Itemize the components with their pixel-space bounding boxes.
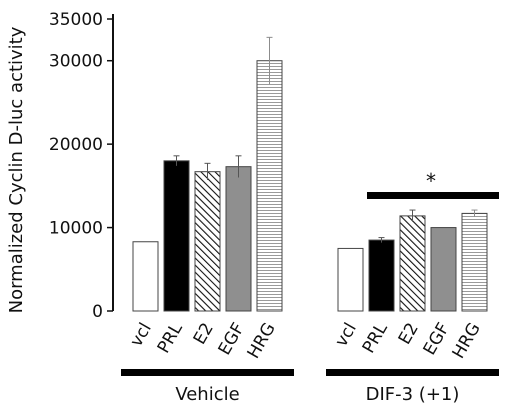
category-label: HRG — [244, 320, 280, 363]
group-underlines — [121, 369, 499, 376]
category-label: vcl — [126, 320, 155, 351]
significance-annotation: * — [367, 169, 499, 199]
group-label: Vehicle — [175, 384, 239, 405]
y-axis-label: Normalized Cyclin D-luc activity — [6, 26, 27, 313]
y-tick-label: 10000 — [49, 219, 103, 239]
y-ticks: 0 10000 20000 30000 35000 — [49, 10, 113, 322]
category-label: PRL — [359, 319, 392, 357]
category-label: E2 — [190, 320, 218, 349]
group-label: DIF-3 (+1) — [366, 384, 460, 405]
bar-prl — [163, 160, 190, 312]
bar-vcl — [132, 241, 159, 312]
y-tick-label: 35000 — [49, 10, 103, 30]
bar-hrg — [461, 212, 488, 312]
category-label: vcl — [331, 320, 360, 351]
error-bars — [173, 36, 478, 243]
significance-star: * — [426, 169, 436, 193]
bar-egf — [225, 166, 252, 312]
bar-prl — [368, 239, 395, 312]
y-tick-label: 30000 — [49, 52, 103, 72]
bar-e2 — [194, 171, 221, 312]
category-label: HRG — [449, 320, 485, 363]
group-underline — [326, 369, 499, 376]
y-tick-label: 20000 — [49, 135, 103, 155]
bar-egf — [430, 227, 457, 312]
category-label: E2 — [395, 320, 423, 349]
bar-vcl — [337, 247, 364, 312]
bar-e2 — [399, 215, 426, 312]
group-underline — [121, 369, 294, 376]
bar-hrg — [256, 60, 283, 312]
category-label: PRL — [154, 319, 187, 357]
significance-bar — [367, 192, 499, 199]
y-tick-label: 0 — [92, 302, 103, 322]
group-labels: Vehicle DIF-3 (+1) — [175, 384, 459, 405]
